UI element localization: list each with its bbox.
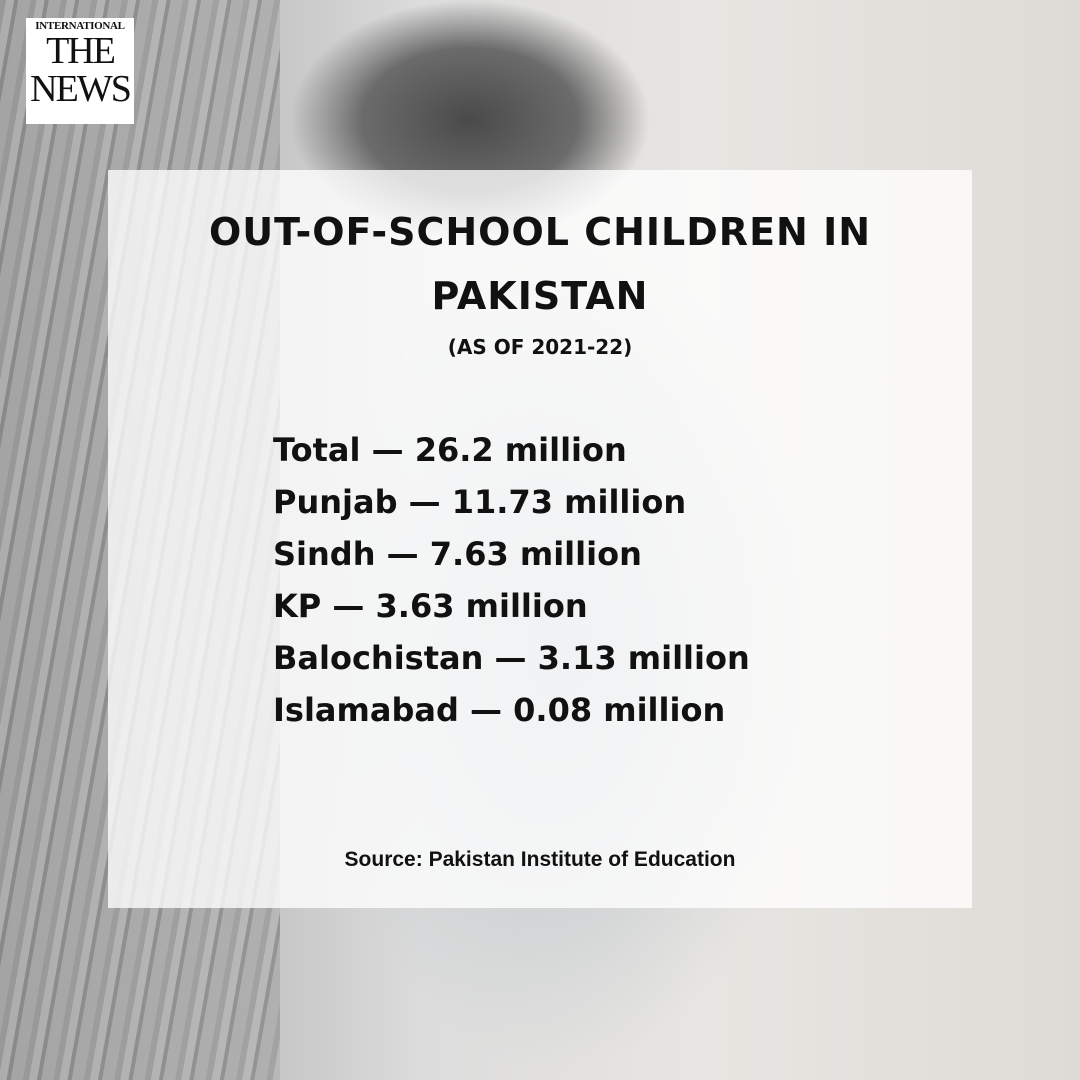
item: Punjab — 11.73 million	[273, 483, 687, 521]
item-list: Total — 26.2 million Punjab — 11.73 milli…	[273, 424, 750, 736]
logo-top: INTERNATIONAL	[35, 20, 125, 32]
item: Total — 26.2 million	[273, 431, 627, 469]
item: Balochistan — 3.13 million	[273, 639, 750, 677]
title: OUT-OF-SCHOOL CHILDREN IN PAKISTAN	[208, 210, 872, 318]
item: Sindh — 7.63 million	[273, 535, 642, 573]
logo-line: NEWS	[30, 68, 132, 110]
item: Islamabad — 0.08 million	[273, 691, 726, 729]
panel	[108, 170, 972, 908]
logo-line: THE	[46, 30, 116, 72]
logo: INTERNATIONAL THE NEWS	[26, 18, 134, 124]
subtitle: (AS OF 2021-22)	[447, 335, 633, 359]
source: Source: Pakistan Institute of Education	[344, 848, 736, 871]
item: KP — 3.63 million	[273, 587, 588, 625]
